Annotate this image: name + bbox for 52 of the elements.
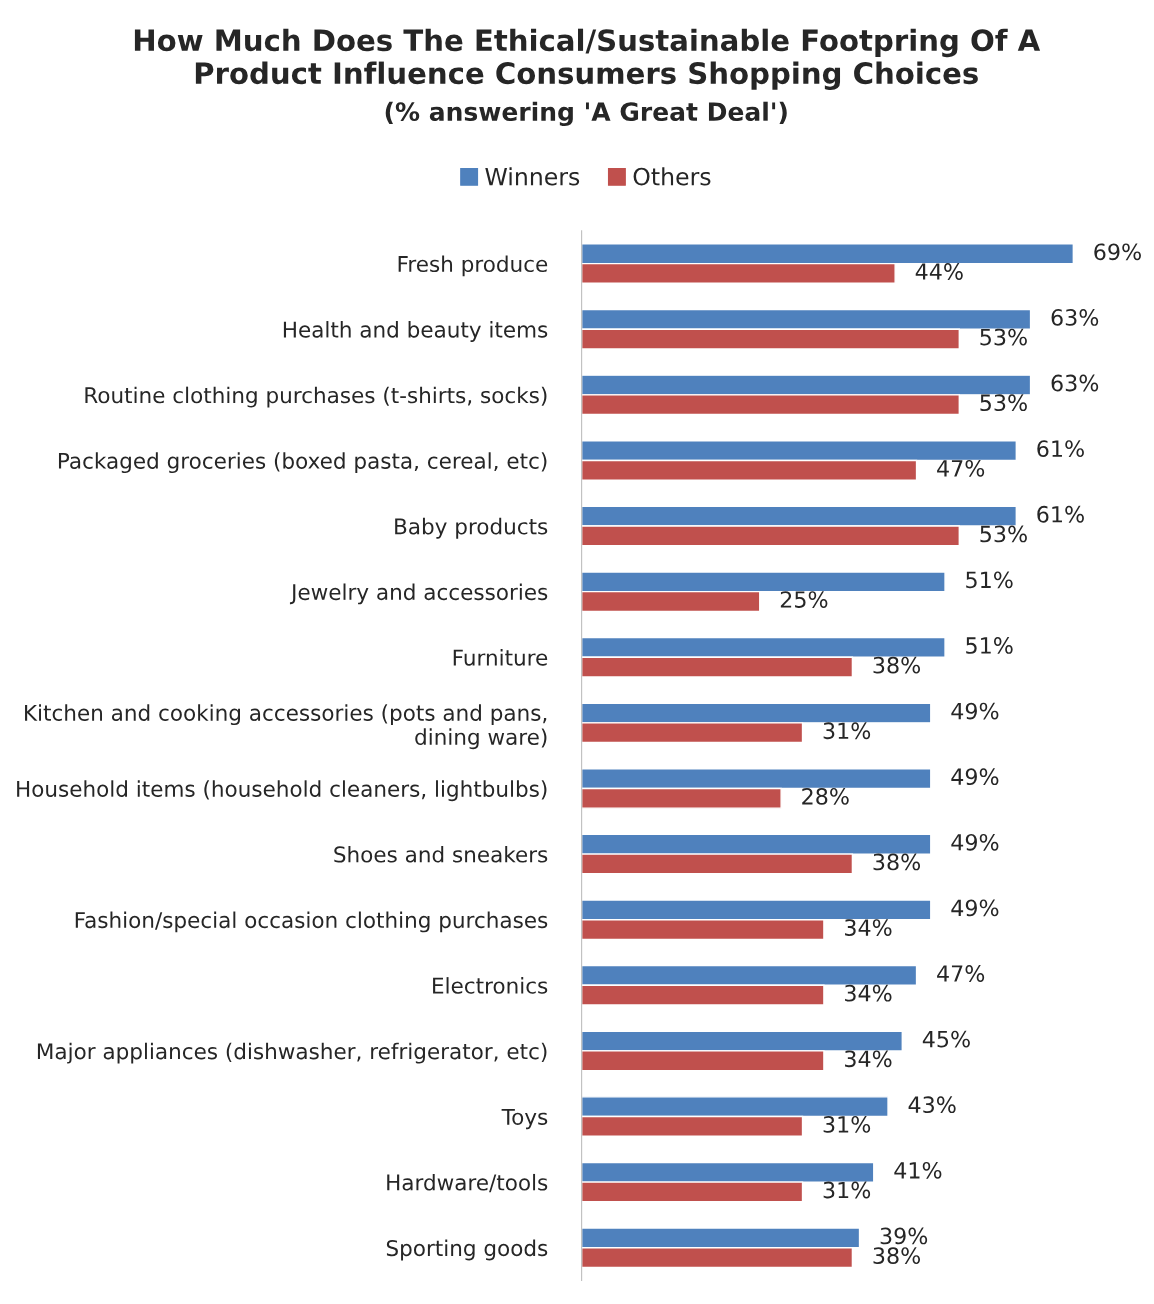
data-label: 69% <box>1094 243 1141 261</box>
data-label: 53% <box>980 394 1027 412</box>
data-label: 34% <box>845 919 892 936</box>
y-tick-label: Fresh produce <box>398 255 548 277</box>
data-label: 49% <box>951 768 999 786</box>
data-label: 44% <box>915 263 963 280</box>
data-label: 63% <box>1051 374 1099 392</box>
data-label: 39% <box>880 1227 928 1245</box>
data-label: 47% <box>937 459 985 477</box>
y-tick-label: Major appliances (dishwasher, refrigerator, etc) <box>37 1042 547 1064</box>
chart-subtitle: (% answering 'A Great Deal') <box>385 101 787 127</box>
data-label: 63% <box>1051 309 1099 326</box>
y-tick-label: Routine clothing purchases (t-shirts, socks) <box>85 386 547 408</box>
data-label: 49% <box>951 899 999 917</box>
data-label: 53% <box>980 525 1027 543</box>
data-label: 28% <box>802 787 849 805</box>
data-label: 45% <box>922 1030 970 1048</box>
data-label: 34% <box>845 1050 892 1068</box>
y-tick-label: Baby products <box>395 517 548 539</box>
data-label: 61% <box>1037 505 1084 523</box>
data-label: 51% <box>966 637 1013 654</box>
data-label: 53% <box>980 328 1027 346</box>
data-label: 51% <box>966 571 1013 589</box>
y-tick-label: Jewelry and accessories <box>289 583 548 605</box>
data-label: 49% <box>951 702 999 720</box>
legend-label: Winners <box>485 167 580 186</box>
y-tick-label: Electronics <box>433 977 548 994</box>
data-label: 61% <box>1037 440 1084 458</box>
data-label: 31% <box>823 722 871 740</box>
y-tick-label: Kitchen and cooking accessories (pots and pans, dining ware) <box>25 704 547 750</box>
y-tick-label: Packaged groceries (boxed pasta, cereal, etc) <box>58 452 547 474</box>
y-tick-label: Shoes and sneakers <box>334 845 548 863</box>
data-label: 25% <box>780 591 828 608</box>
data-label: 38% <box>873 656 921 674</box>
chart-title: How Much Does The Ethical/Sustainable Footpring Of A Product Influence Consumers Shopping Choices <box>134 28 1041 91</box>
y-tick-label: Health and beauty items <box>283 321 548 342</box>
data-label: 49% <box>951 833 999 851</box>
data-label: 31% <box>823 1181 871 1199</box>
y-tick-label: Hardware/tools <box>387 1173 548 1193</box>
y-tick-label: Fashion/special occasion clothing purchases <box>75 911 548 933</box>
data-label: 31% <box>823 1115 871 1133</box>
data-label: 38% <box>873 853 921 871</box>
y-tick-label: Sporting goods <box>386 1239 548 1261</box>
data-label: 47% <box>937 965 985 982</box>
data-label: 34% <box>845 984 892 1002</box>
y-tick-label: Toys <box>501 1108 548 1130</box>
y-tick-label: Household items (household cleaners, lightbulbs) <box>17 780 547 802</box>
data-label: 43% <box>908 1096 956 1114</box>
legend-label: Others <box>633 167 711 186</box>
y-tick-label: Furniture <box>453 649 548 666</box>
data-label: 41% <box>894 1161 942 1179</box>
data-label: 38% <box>873 1247 921 1265</box>
